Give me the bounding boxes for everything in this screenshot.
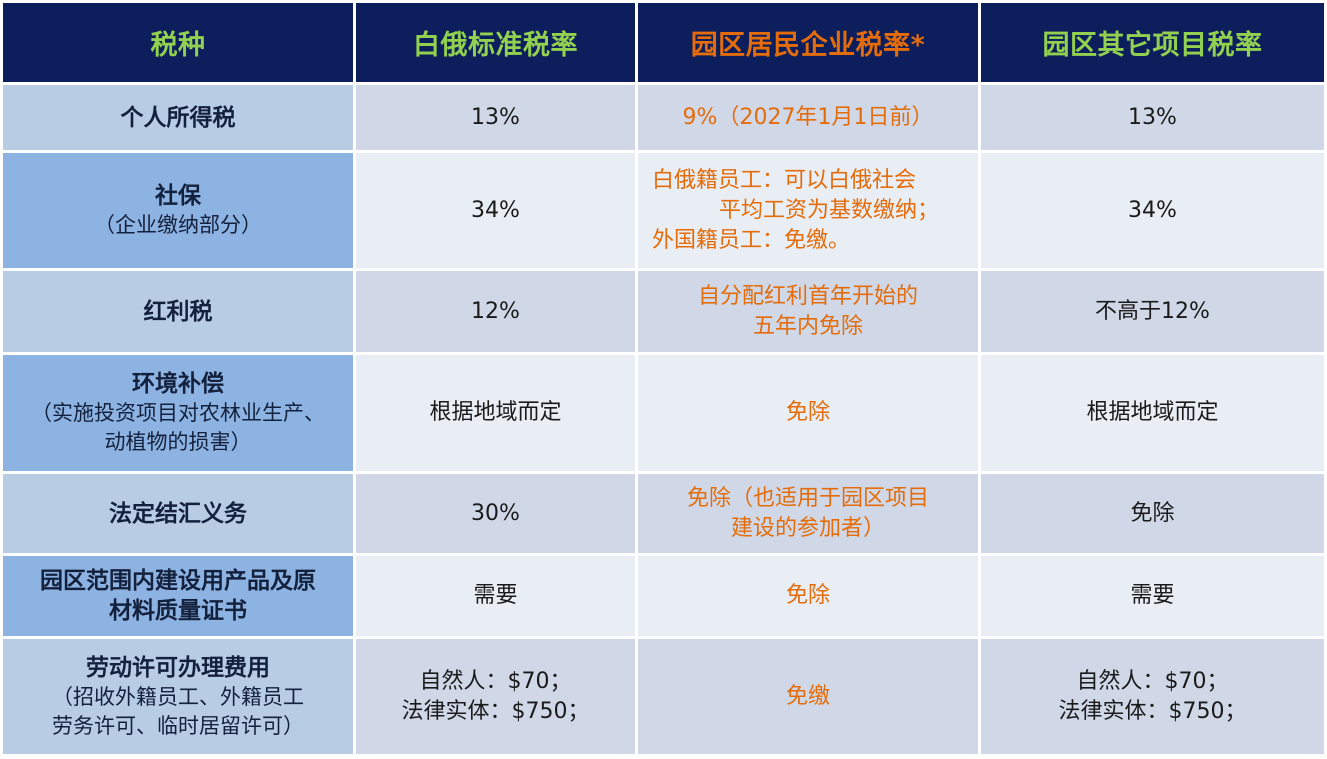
- header-row: 税种 白俄标准税率 园区居民企业税率* 园区其它项目税率: [3, 3, 1324, 82]
- tax-type-note: （招收外籍员工、外籍员工: [52, 684, 304, 709]
- other-rate-cell: 需要: [981, 556, 1324, 636]
- table-row: 环境补偿 （实施投资项目对农林业生产、 动植物的损害） 根据地域而定 免除 根据…: [3, 355, 1324, 471]
- standard-rate-cell: 自然人：$70； 法律实体：$750；: [356, 639, 635, 754]
- tax-type-note: （企业缴纳部分）: [94, 213, 262, 237]
- standard-rate-value: 需要: [473, 583, 518, 608]
- table-row: 社保 （企业缴纳部分） 34% 白俄籍员工：可以白俄社会 平均工资为基数缴纳； …: [3, 153, 1324, 268]
- tax-type-cell: 劳动许可办理费用 （招收外籍员工、外籍员工 劳务许可、临时居留许可）: [3, 639, 353, 754]
- standard-rate-line: 法律实体：$750；: [401, 698, 590, 724]
- resident-rate-cell: 自分配红利首年开始的 五年内免除: [638, 271, 978, 352]
- tax-type-title: 红利税: [143, 298, 213, 325]
- standard-rate-value: 34%: [471, 197, 520, 223]
- tax-type-cell: 个人所得税: [3, 85, 353, 150]
- resident-rate-cell: 免缴: [638, 639, 978, 754]
- tax-type-title: 社保: [155, 183, 201, 209]
- header-park-other-rate: 园区其它项目税率: [981, 3, 1324, 82]
- resident-rate-line: 外国籍员工：免缴。: [652, 227, 851, 253]
- standard-rate-cell: 需要: [356, 556, 635, 636]
- table-row: 劳动许可办理费用 （招收外籍员工、外籍员工 劳务许可、临时居留许可） 自然人：$…: [3, 639, 1324, 754]
- resident-rate-value: 免除: [785, 400, 830, 425]
- resident-rate-line: 免除（也适用于园区项目: [686, 485, 929, 511]
- tax-type-cell: 园区范围内建设用产品及原 材料质量证书: [3, 556, 353, 636]
- resident-rate-line: 平均工资为基数缴纳；: [719, 197, 940, 223]
- standard-rate-cell: 12%: [356, 271, 635, 352]
- table-row: 园区范围内建设用产品及原 材料质量证书 需要 免除 需要: [3, 556, 1324, 636]
- other-rate-value: 不高于12%: [1095, 298, 1210, 324]
- other-rate-line: 自然人：$70；: [1076, 668, 1229, 694]
- resident-rate-cell: 免除（也适用于园区项目 建设的参加者）: [638, 474, 978, 553]
- standard-rate-value: 13%: [471, 104, 520, 130]
- other-rate-cell: 根据地域而定: [981, 355, 1324, 471]
- other-rate-cell: 免除: [981, 474, 1324, 553]
- resident-rate-line: 自分配红利首年开始的: [697, 283, 918, 309]
- tax-type-title: 劳动许可办理费用: [86, 654, 270, 681]
- tax-type-cell: 红利税: [3, 271, 353, 352]
- tax-type-note: 动植物的损害）: [104, 430, 252, 454]
- other-rate-cell: 不高于12%: [981, 271, 1324, 352]
- resident-rate-value: 免缴: [785, 683, 830, 709]
- header-tax-type: 税种: [3, 3, 353, 82]
- other-rate-value: 34%: [1128, 197, 1177, 223]
- tax-type-note: 劳务许可、临时居留许可）: [52, 713, 304, 738]
- resident-rate-cell: 免除: [638, 355, 978, 471]
- resident-rate-line: 白俄籍员工：可以白俄社会: [652, 167, 917, 193]
- tax-type-title: 法定结汇义务: [109, 500, 247, 527]
- other-rate-cell: 13%: [981, 85, 1324, 150]
- standard-rate-value: 12%: [471, 298, 520, 324]
- tax-type-title: 园区范围内建设用产品及原: [40, 568, 316, 594]
- standard-rate-cell: 根据地域而定: [356, 355, 635, 471]
- tax-type-title: 材料质量证书: [109, 598, 247, 624]
- tax-type-cell: 社保 （企业缴纳部分）: [3, 153, 353, 268]
- other-rate-value: 需要: [1130, 583, 1175, 608]
- other-rate-cell: 34%: [981, 153, 1324, 268]
- standard-rate-value: 30%: [471, 500, 520, 526]
- standard-rate-cell: 13%: [356, 85, 635, 150]
- other-rate-line: 法律实体：$750；: [1058, 698, 1247, 724]
- tax-type-cell: 法定结汇义务: [3, 474, 353, 553]
- other-rate-value: 13%: [1128, 104, 1177, 130]
- tax-type-note: （实施投资项目对农林业生产、: [31, 401, 325, 425]
- table-row: 法定结汇义务 30% 免除（也适用于园区项目 建设的参加者） 免除: [3, 474, 1324, 553]
- standard-rate-cell: 34%: [356, 153, 635, 268]
- other-rate-cell: 自然人：$70； 法律实体：$750；: [981, 639, 1324, 754]
- table-row: 红利税 12% 自分配红利首年开始的 五年内免除 不高于12%: [3, 271, 1324, 352]
- standard-rate-value: 根据地域而定: [429, 400, 562, 425]
- other-rate-value: 根据地域而定: [1086, 400, 1219, 425]
- resident-rate-line: 建设的参加者）: [730, 515, 885, 541]
- tax-type-cell: 环境补偿 （实施投资项目对农林业生产、 动植物的损害）: [3, 355, 353, 471]
- tax-type-title: 个人所得税: [120, 104, 236, 131]
- standard-rate-cell: 30%: [356, 474, 635, 553]
- header-belarus-standard-rate: 白俄标准税率: [356, 3, 635, 82]
- standard-rate-line: 自然人：$70；: [419, 668, 572, 694]
- tax-type-title: 环境补偿: [132, 371, 224, 397]
- header-park-resident-rate: 园区居民企业税率*: [638, 3, 978, 82]
- resident-rate-cell: 免除: [638, 556, 978, 636]
- resident-rate-cell: 白俄籍员工：可以白俄社会 平均工资为基数缴纳； 外国籍员工：免缴。: [638, 153, 978, 268]
- table-row: 个人所得税 13% 9%（2027年1月1日前） 13%: [3, 85, 1324, 150]
- resident-rate-value: 9%（2027年1月1日前）: [682, 104, 934, 130]
- resident-rate-cell: 9%（2027年1月1日前）: [638, 85, 978, 150]
- other-rate-value: 免除: [1130, 500, 1175, 526]
- resident-rate-line: 五年内免除: [752, 313, 863, 339]
- resident-rate-value: 免除: [785, 583, 830, 608]
